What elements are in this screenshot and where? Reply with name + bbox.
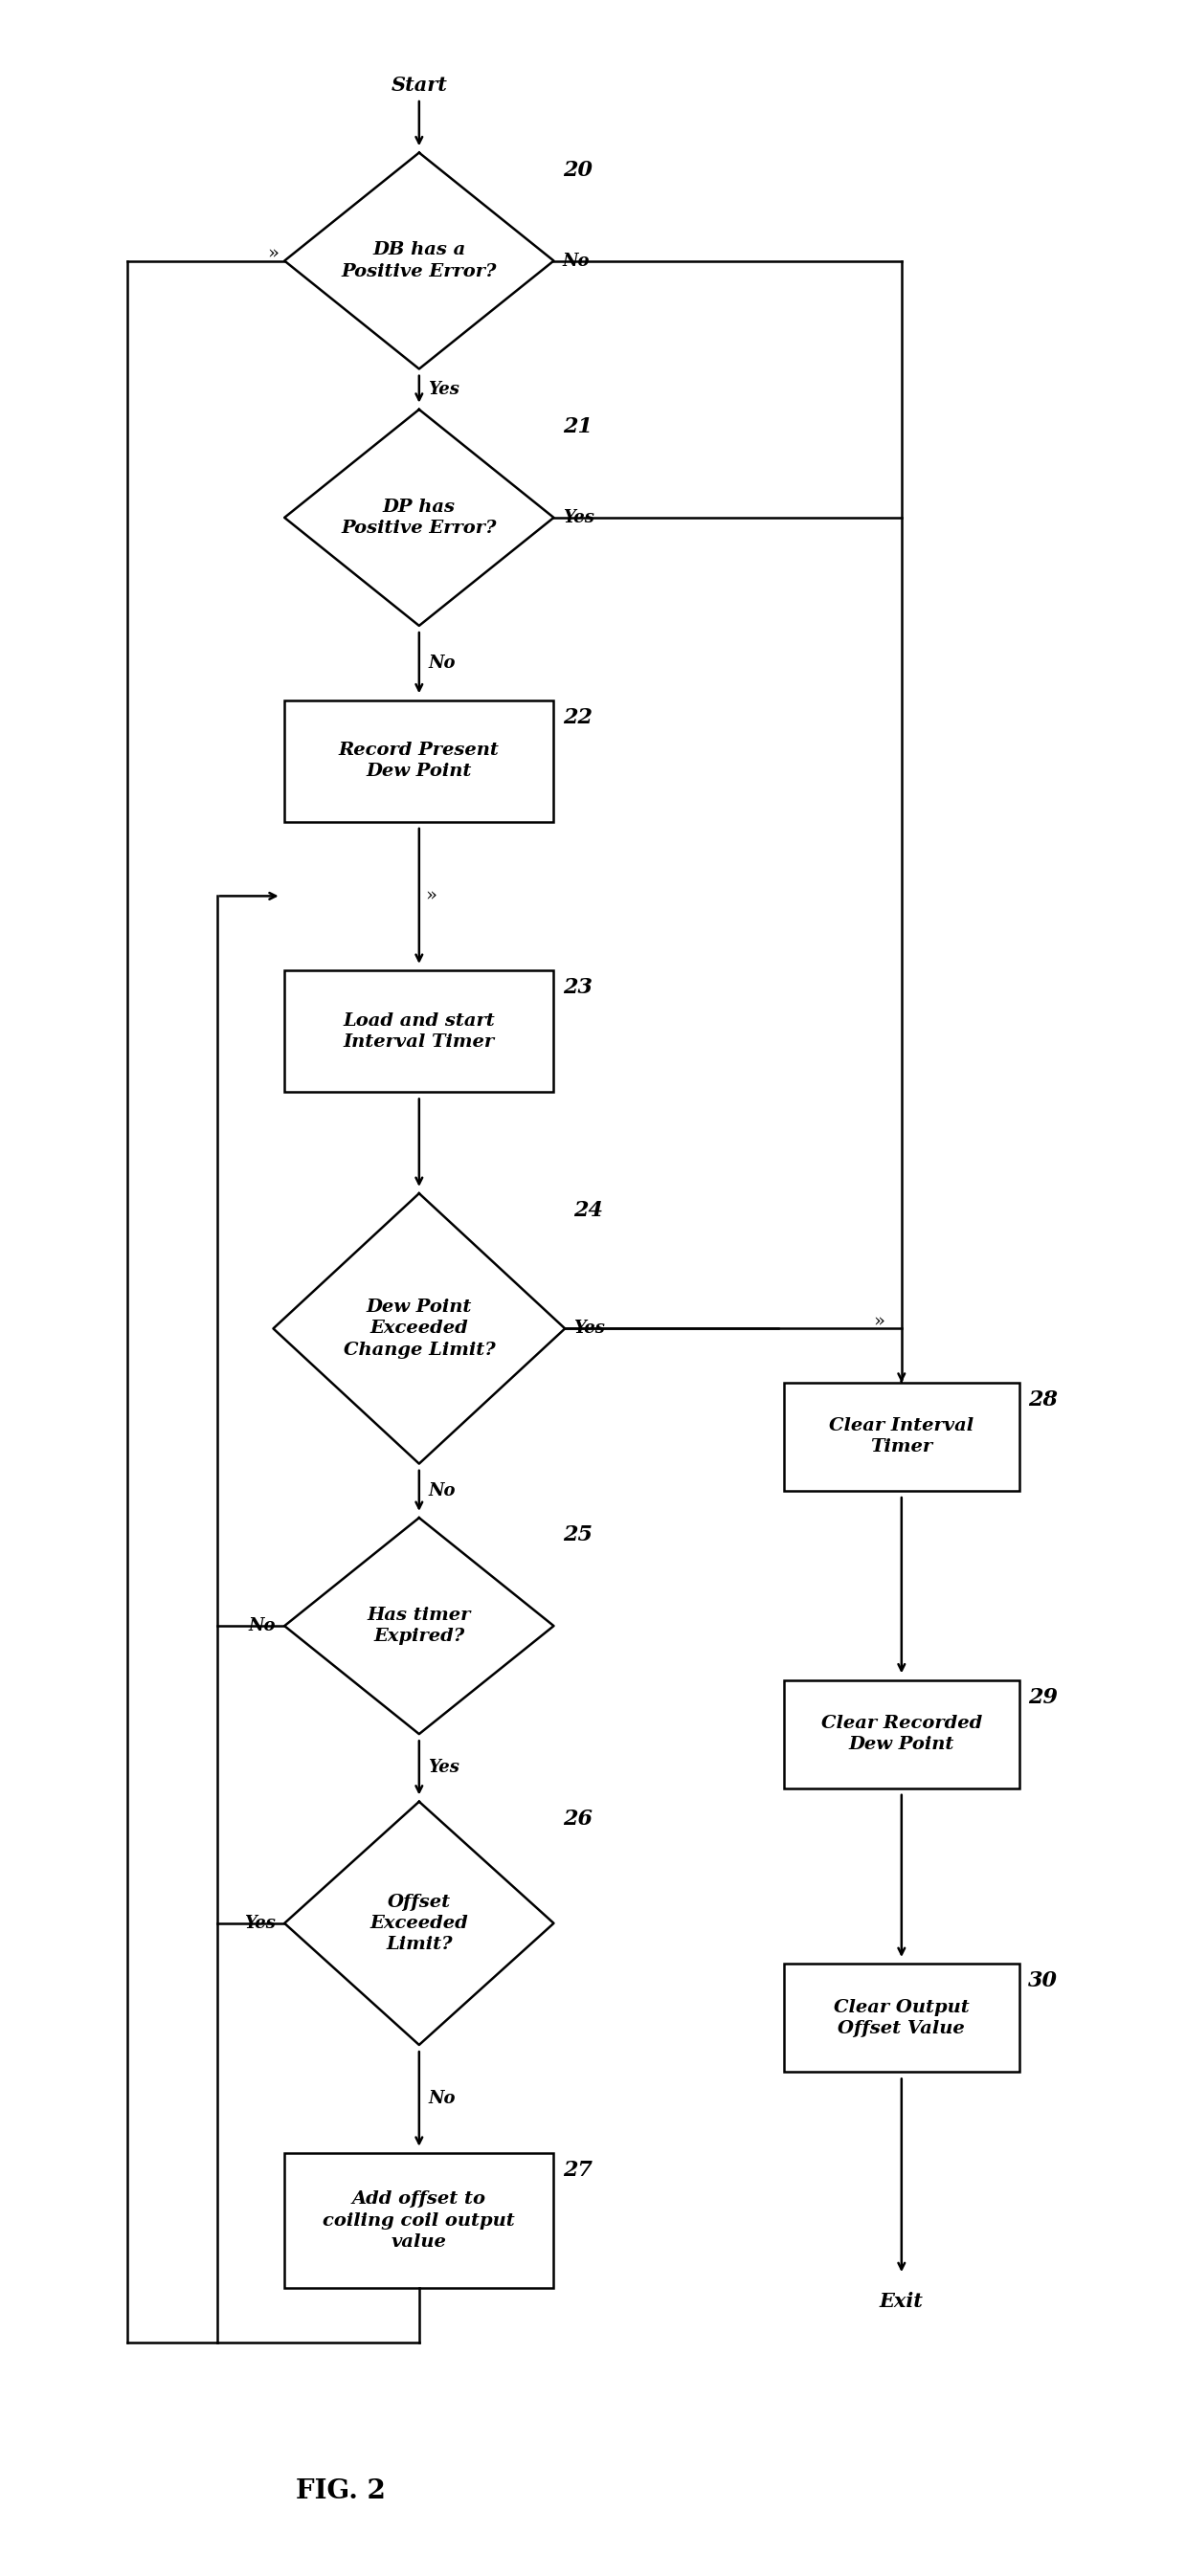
Text: No: No <box>428 2089 455 2107</box>
Text: Has timer
Expired?: Has timer Expired? <box>368 1607 471 1646</box>
Bar <box>784 1680 1019 1788</box>
Text: 21: 21 <box>562 417 592 438</box>
Text: Yes: Yes <box>428 381 459 397</box>
Text: No: No <box>248 1618 275 1636</box>
Text: 24: 24 <box>574 1200 604 1221</box>
Text: No: No <box>428 1481 455 1499</box>
Text: Load and start
Interval Timer: Load and start Interval Timer <box>343 1012 495 1051</box>
Text: Yes: Yes <box>562 510 594 526</box>
Text: 29: 29 <box>1028 1687 1058 1708</box>
Text: Record Present
Dew Point: Record Present Dew Point <box>339 742 499 781</box>
Text: 27: 27 <box>562 2159 592 2182</box>
Bar <box>285 971 554 1092</box>
Text: Offset
Exceeded
Limit?: Offset Exceeded Limit? <box>370 1893 468 1953</box>
Text: Yes: Yes <box>574 1319 605 1337</box>
Text: No: No <box>562 252 589 270</box>
Text: DB has a
Positive Error?: DB has a Positive Error? <box>342 242 497 281</box>
Text: Start: Start <box>391 75 447 95</box>
Text: 20: 20 <box>562 160 592 180</box>
Text: Yes: Yes <box>428 1759 459 1777</box>
Text: Clear Output
Offset Value: Clear Output Offset Value <box>834 1999 969 2038</box>
Text: Add offset to
coiling coil output
value: Add offset to coiling coil output value <box>323 2190 515 2251</box>
Bar <box>784 1963 1019 2071</box>
Text: Dew Point
Exceeded
Change Limit?: Dew Point Exceeded Change Limit? <box>343 1298 495 1358</box>
Text: Exit: Exit <box>880 2293 924 2311</box>
Text: 25: 25 <box>562 1525 592 1546</box>
Text: Clear Interval
Timer: Clear Interval Timer <box>829 1417 974 1455</box>
Text: No: No <box>428 654 455 672</box>
Text: FIG. 2: FIG. 2 <box>295 2478 385 2504</box>
Text: Yes: Yes <box>244 1914 275 1932</box>
Text: Clear Recorded
Dew Point: Clear Recorded Dew Point <box>821 1716 982 1754</box>
Text: 22: 22 <box>562 706 592 729</box>
Bar <box>285 701 554 822</box>
Bar <box>285 2154 554 2287</box>
Text: 26: 26 <box>562 1808 592 1829</box>
Text: DP has
Positive Error?: DP has Positive Error? <box>342 497 497 536</box>
Text: 28: 28 <box>1028 1388 1058 1412</box>
Text: »: » <box>873 1314 885 1329</box>
Text: 30: 30 <box>1028 1971 1058 1991</box>
Text: »: » <box>425 886 436 904</box>
Text: 23: 23 <box>562 976 592 997</box>
Text: »: » <box>267 245 279 263</box>
Bar <box>784 1383 1019 1492</box>
